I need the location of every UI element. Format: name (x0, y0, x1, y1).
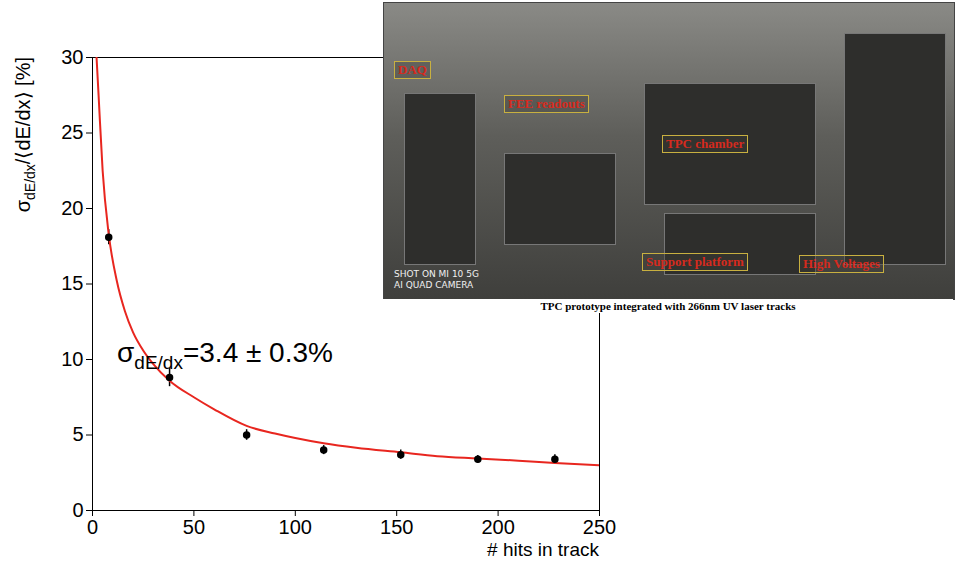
svg-text:0: 0 (87, 516, 98, 538)
svg-text:10: 10 (61, 348, 83, 370)
html-text:TPC chamber: TPC chamber (666, 136, 745, 151)
svg-text:30: 30 (61, 46, 83, 68)
html-text:High Voltages: High Voltages (803, 256, 880, 271)
svg-text:σdE/dx/⟨dE/dx⟩ [%]: σdE/dx/⟨dE/dx⟩ [%] (12, 57, 38, 212)
svg-text:5: 5 (72, 423, 83, 445)
html-text:DAQ: DAQ (398, 62, 427, 77)
html-text:TPC prototype integrated with: TPC prototype integrated with 266nm UV l… (540, 300, 796, 312)
svg-text:150: 150 (380, 516, 413, 538)
svg-text:0: 0 (72, 499, 83, 521)
html-text:SHOT ON MI 10 5G: SHOT ON MI 10 5G (394, 269, 479, 279)
html-text:FEE readouts: FEE readouts (508, 96, 585, 111)
svg-text:15: 15 (61, 272, 83, 294)
svg-text:σdE/dx=3.4 ± 0.3%: σdE/dx=3.4 ± 0.3% (117, 337, 333, 373)
svg-text:250: 250 (583, 516, 616, 538)
svg-text:# hits in track: # hits in track (487, 539, 599, 560)
svg-text:50: 50 (183, 516, 205, 538)
svg-text:25: 25 (61, 121, 83, 143)
html-text:AI QUAD CAMERA: AI QUAD CAMERA (394, 280, 474, 290)
svg-text:100: 100 (279, 516, 312, 538)
html-text:Support platform: Support platform (646, 254, 744, 269)
svg-text:200: 200 (481, 516, 514, 538)
svg-text:20: 20 (61, 197, 83, 219)
